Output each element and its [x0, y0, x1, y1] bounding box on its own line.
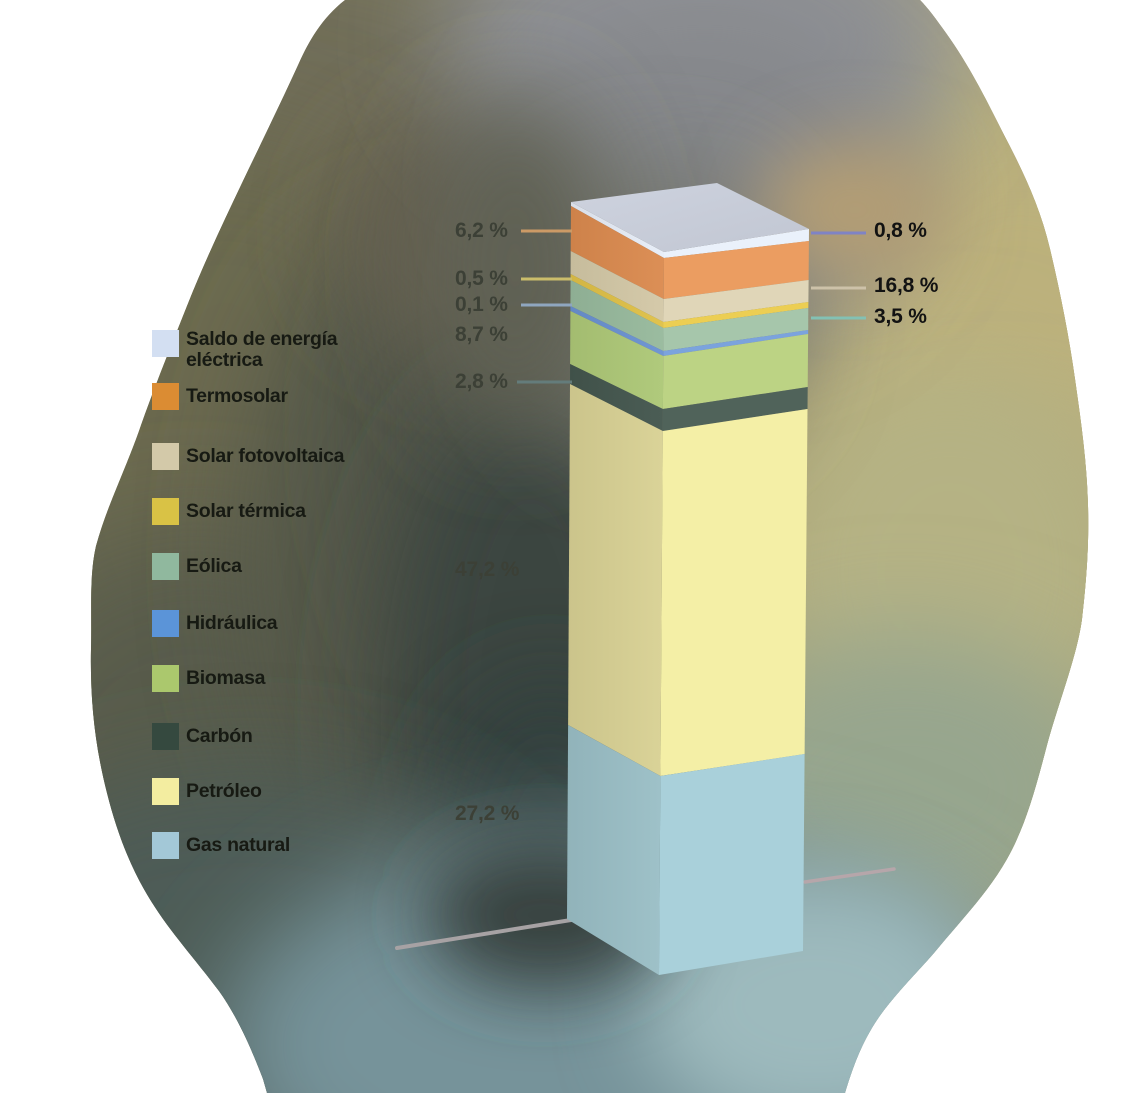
legend-label-gas-natural: Gas natural [186, 834, 290, 856]
legend-item-hidraulica: Hidráulica [152, 610, 278, 637]
column-segment-petroleo-left-face [568, 384, 663, 776]
legend-swatch-biomasa [152, 665, 179, 692]
legend-label-carbon: Carbón [186, 725, 253, 747]
legend-label-saldo-de-energia-electrica: Saldo de energía eléctrica [186, 328, 338, 371]
column-segment-eolica-right-face [663, 308, 809, 351]
legend-swatch-hidraulica [152, 610, 179, 637]
column-segment-hidraulica-left-face [570, 306, 664, 356]
legend-item-eolica: Eólica [152, 553, 242, 580]
value-label-solar-termica: 0,5 % [455, 267, 508, 290]
value-label-gas-natural: 27,2 % [455, 802, 520, 825]
legend-swatch-eolica [152, 553, 179, 580]
stacked-column [567, 183, 809, 975]
value-label-saldo-de-energia-electrica: 0,8 % [874, 219, 927, 242]
floor-axis-line-right [803, 867, 896, 884]
column-segment-termosolar-left-face [570, 206, 664, 299]
column-segment-saldo-de-energia-electrica-left-face [571, 202, 664, 258]
column-segment-solar-fotovoltaica-right-face [663, 280, 809, 322]
column-top-face [571, 183, 809, 252]
value-label-petroleo: 47,2 % [455, 558, 520, 581]
legend-swatch-carbon [152, 723, 179, 750]
legend-item-gas-natural: Gas natural [152, 832, 290, 859]
legend-label-termosolar: Termosolar [186, 385, 288, 407]
value-label-biomasa: 8,7 % [455, 323, 508, 346]
floor-axis-line-left [395, 918, 573, 950]
legend-item-termosolar: Termosolar [152, 383, 288, 410]
legend-label-hidraulica: Hidráulica [186, 612, 278, 634]
legend-item-solar-termica: Solar térmica [152, 498, 306, 525]
legend-item-petroleo: Petróleo [152, 778, 262, 805]
column-segment-termosolar-right-face [663, 241, 809, 299]
column-segment-biomasa-right-face [662, 334, 809, 409]
legend-label-biomasa: Biomasa [186, 667, 266, 689]
column-segment-solar-termica-right-face [663, 302, 809, 328]
value-label-termosolar: 6,2 % [455, 219, 508, 242]
legend-item-carbon: Carbón [152, 723, 253, 750]
callout-lines [517, 229, 866, 384]
column-segment-carbon-right-face [662, 387, 808, 431]
column-segment-gas-natural-left-face [567, 725, 661, 975]
column-segment-petroleo-right-face [660, 409, 808, 776]
legend-swatch-solar-fotovoltaica [152, 443, 179, 470]
legend-label-solar-fotovoltaica: Solar fotovoltaica [186, 445, 345, 467]
legend-label-eolica: Eólica [186, 555, 242, 577]
column-segment-solar-fotovoltaica-left-face [570, 251, 664, 322]
column-segment-solar-termica-left-face [570, 274, 664, 328]
column-segment-gas-natural-right-face [659, 754, 805, 975]
legend-swatch-petroleo [152, 778, 179, 805]
legend-item-solar-fotovoltaica: Solar fotovoltaica [152, 443, 345, 470]
legend-label-petroleo: Petróleo [186, 780, 262, 802]
legend-swatch-saldo-de-energia-electrica [152, 330, 179, 357]
column-segment-carbon-left-face [570, 364, 663, 431]
value-label-solar-fotovoltaica: 16,8 % [874, 274, 939, 297]
value-label-carbon: 2,8 % [455, 370, 508, 393]
column-segment-hidraulica-right-face [663, 330, 809, 356]
legend-swatch-termosolar [152, 383, 179, 410]
legend-item-saldo-de-energia-electrica: Saldo de energía eléctrica [152, 328, 338, 372]
column-segment-eolica-left-face [570, 280, 664, 351]
value-label-hidraulica: 0,1 % [455, 293, 508, 316]
value-label-eolica: 3,5 % [874, 305, 927, 328]
legend-swatch-gas-natural [152, 832, 179, 859]
column-segment-biomasa-left-face [570, 311, 664, 409]
column-segment-saldo-de-energia-electrica-right-face [664, 229, 809, 258]
legend-label-solar-termica: Solar térmica [186, 500, 306, 522]
floor-axis-lines [395, 867, 896, 950]
legend-swatch-solar-termica [152, 498, 179, 525]
legend-item-biomasa: Biomasa [152, 665, 265, 692]
